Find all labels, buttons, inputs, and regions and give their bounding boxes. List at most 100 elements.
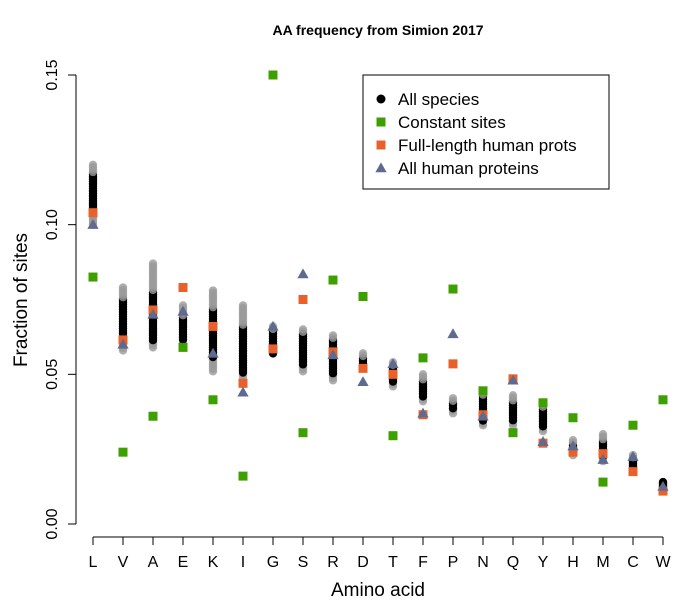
constant-sites-point: [418, 353, 428, 363]
full-length-human-prots-point: [358, 363, 368, 373]
constant-sites-point: [118, 447, 128, 457]
all-species-point: [208, 286, 218, 295]
full-length-human-prots-point: [268, 344, 278, 354]
legend-label: Constant sites: [398, 113, 506, 132]
x-tick-label: G: [267, 554, 279, 571]
x-tick-label: R: [327, 554, 339, 571]
all-human-proteins-point: [627, 451, 639, 461]
constant-sites-point: [268, 70, 278, 80]
y-axis-label: Fraction of sites: [11, 233, 32, 367]
all-human-proteins-point: [447, 328, 459, 339]
x-tick-label: K: [208, 554, 219, 571]
legend-label: Full-length human prots: [398, 136, 577, 155]
all-human-proteins-point: [237, 386, 249, 397]
x-tick-label: F: [418, 554, 428, 571]
all-species-point: [328, 331, 338, 340]
x-tick-label: L: [89, 554, 98, 571]
all-species-point: [118, 283, 128, 292]
all-species-point: [148, 259, 158, 268]
all-human-proteins-point: [507, 374, 519, 385]
constant-sites-point: [388, 431, 398, 441]
full-length-human-prots-point: [628, 467, 638, 477]
all-species-point: [88, 160, 98, 169]
all-human-proteins-point: [567, 440, 579, 451]
constant-sites-point: [358, 292, 368, 302]
all-species-point: [298, 325, 308, 334]
x-tick-label: H: [567, 554, 579, 571]
all-human-proteins-point: [177, 305, 189, 316]
x-tick-label: E: [178, 554, 189, 571]
legend-box: [362, 74, 610, 190]
constant-sites-point: [88, 272, 98, 282]
full-length-human-prots-point: [658, 486, 668, 496]
y-tick-label: 0.05: [44, 359, 61, 390]
constant-sites-point: [598, 477, 608, 487]
x-tick-label: Q: [507, 554, 519, 571]
full-length-human-prots-point: [238, 378, 248, 388]
x-tick-label: S: [298, 554, 309, 571]
legend-label: All human proteins: [398, 159, 539, 178]
all-species-point: [598, 430, 608, 439]
x-tick-label: T: [388, 554, 398, 571]
constant-sites-point: [448, 284, 458, 294]
constant-sites-point: [508, 428, 518, 438]
all-human-proteins-point: [387, 358, 399, 369]
y-tick-label: 0.10: [44, 209, 61, 240]
all-species-point: [238, 301, 248, 310]
constant-sites-point: [148, 411, 158, 421]
all-human-proteins-point: [117, 338, 129, 349]
x-tick-label: N: [477, 554, 489, 571]
all-species-point: [178, 301, 188, 310]
x-tick-label: I: [241, 554, 245, 571]
all-human-proteins-point: [537, 436, 549, 446]
all-human-proteins-point: [327, 349, 339, 360]
all-human-proteins-point: [417, 407, 429, 418]
legend-label: All species: [398, 90, 479, 109]
constant-sites-point: [298, 428, 308, 438]
constant-sites-point: [628, 420, 638, 430]
x-tick-label: Y: [538, 554, 549, 571]
all-human-proteins-point: [657, 480, 669, 491]
x-tick-label: M: [596, 554, 609, 571]
all-species-point: [358, 349, 368, 358]
all-human-proteins-point: [297, 268, 309, 279]
full-length-human-prots-point: [208, 321, 218, 331]
y-tick-label: 0.00: [44, 508, 61, 539]
y-tick-label: 0.15: [44, 59, 61, 90]
all-human-proteins-point: [147, 308, 159, 319]
all-human-proteins-point: [207, 347, 219, 358]
y-ticks: 0.00 0.05 0.10 0.15: [44, 59, 76, 540]
constant-sites-point: [178, 342, 188, 352]
legend-marker: [376, 94, 386, 104]
constant-sites-point: [238, 471, 248, 481]
all-species-points: [88, 160, 668, 496]
all-species-point: [508, 391, 518, 400]
legend: All species Constant sites Full-length hum…: [362, 74, 610, 190]
x-tick-label: W: [655, 554, 671, 571]
series-points: [87, 70, 669, 496]
full-length-human-prots-point: [598, 449, 608, 459]
all-species-point: [448, 394, 458, 403]
all-human-proteins-point: [477, 410, 489, 421]
full-length-human-prots-point: [388, 369, 398, 379]
x-tick-label: C: [627, 554, 639, 571]
full-length-human-prots-point: [568, 447, 578, 457]
all-human-proteins-point: [357, 376, 369, 387]
full-length-human-prots-point: [88, 208, 98, 218]
full-length-human-prots-point: [448, 359, 458, 369]
all-human-proteins-point: [267, 320, 279, 331]
constant-sites-point: [478, 386, 488, 396]
full-length-human-prots-point: [178, 283, 188, 293]
x-tick-label: D: [357, 554, 369, 571]
all-human-proteins-point: [87, 219, 99, 229]
x-tick-label: V: [118, 554, 129, 571]
full-length-human-prots-point: [298, 295, 308, 304]
x-tick-label: P: [448, 554, 459, 571]
constant-sites-point: [568, 413, 578, 423]
legend-marker: [375, 162, 387, 173]
all-species-point: [568, 435, 578, 445]
all-human-proteins-point: [597, 454, 609, 464]
x-axis-label: Amino acid: [331, 580, 425, 600]
